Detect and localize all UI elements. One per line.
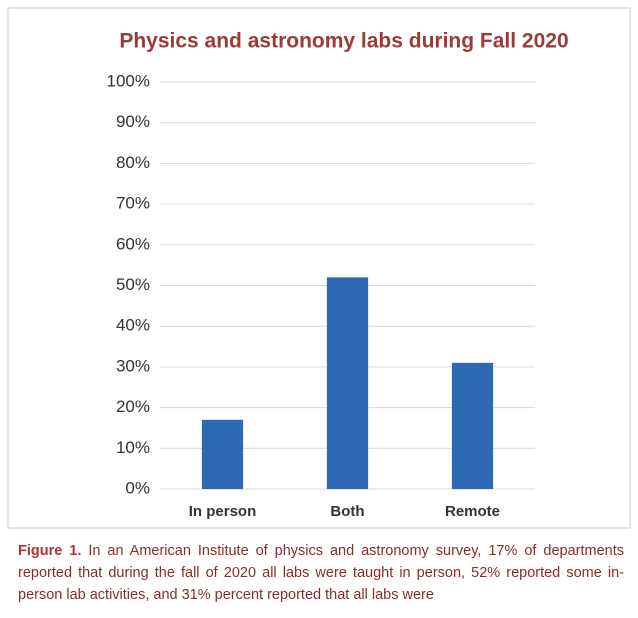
caption-text: In an American Institute of physics and … <box>18 543 624 603</box>
y-tick-label: 20% <box>116 397 150 416</box>
caption: Figure 1. In an American Institute of ph… <box>18 540 624 610</box>
y-tick-label: 30% <box>116 356 150 375</box>
y-tick-label: 0% <box>125 478 150 497</box>
chart: Physics and astronomy labs during Fall 2… <box>7 7 631 529</box>
y-tick-label: 90% <box>116 112 150 131</box>
x-tick-label: Both <box>330 503 364 520</box>
y-tick-label: 60% <box>116 234 150 253</box>
y-tick-label: 40% <box>116 316 150 335</box>
y-tick-label: 70% <box>116 194 150 213</box>
x-tick-label: Remote <box>445 503 500 520</box>
x-tick-label: In person <box>189 503 257 520</box>
y-tick-label: 10% <box>116 438 150 457</box>
caption-label: Figure 1. <box>18 543 82 559</box>
bar <box>326 277 369 489</box>
y-tick-label: 100% <box>107 71 150 90</box>
bar <box>451 362 494 489</box>
y-tick-label: 80% <box>116 153 150 172</box>
chart-title: Physics and astronomy labs during Fall 2… <box>119 30 568 53</box>
y-tick-label: 50% <box>116 275 150 294</box>
bar <box>201 419 244 489</box>
chart-frame <box>7 7 631 529</box>
